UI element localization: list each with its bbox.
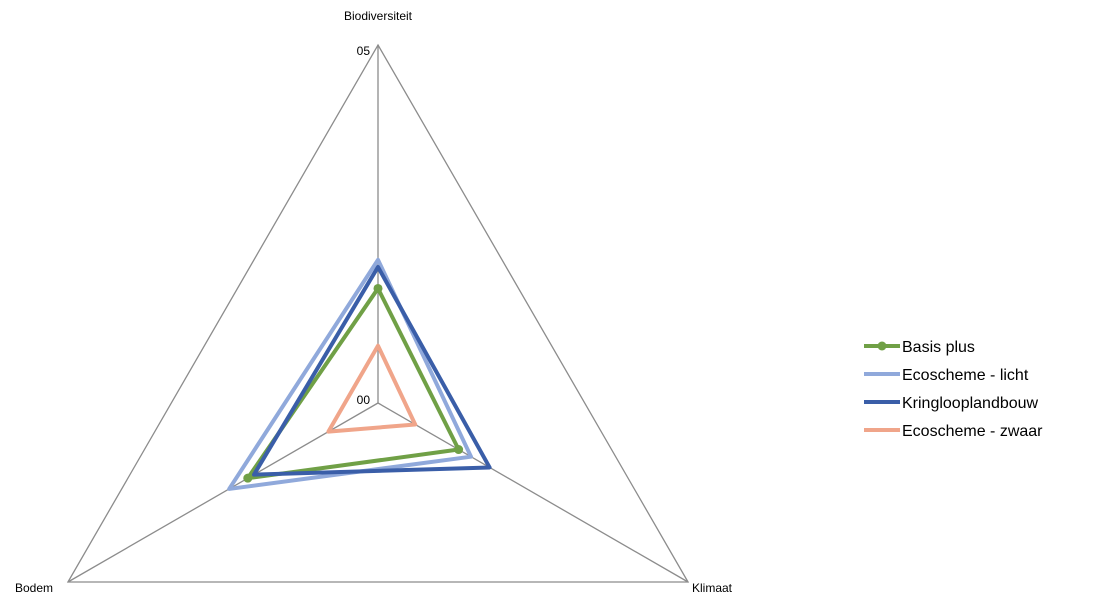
tick-label-min: 00 [357, 393, 371, 407]
legend-item-kringlooplandbouw: Kringlooplandbouw [864, 395, 1039, 412]
label-layer: Biodiversiteit Klimaat Bodem 05 00 [15, 9, 733, 595]
axis-spoke-klimaat [378, 403, 688, 582]
legend-label-ecoscheme-zwaar: Ecoscheme - zwaar [902, 423, 1043, 440]
legend-label-ecoscheme-licht: Ecoscheme - licht [902, 367, 1029, 384]
legend-item-ecoscheme-licht: Ecoscheme - licht [864, 367, 1029, 384]
legend-item-ecoscheme-zwaar: Ecoscheme - zwaar [864, 423, 1043, 440]
point-basis-plus-klimaat [454, 445, 463, 454]
axis-label-biodiversiteit: Biodiversiteit [344, 9, 413, 23]
point-basis-plus-bodem [243, 474, 252, 483]
point-basis-plus-biodiversiteit [374, 284, 383, 293]
series-layer [229, 260, 489, 489]
legend: Basis plus Ecoscheme - licht Kringloopland… [864, 339, 1043, 440]
grid-layer [68, 45, 688, 582]
legend-marker-basis-plus [878, 342, 887, 351]
legend-item-basis-plus: Basis plus [864, 339, 975, 356]
legend-label-basis-plus: Basis plus [902, 339, 975, 356]
axis-label-klimaat: Klimaat [692, 581, 733, 595]
legend-label-kringlooplandbouw: Kringlooplandbouw [902, 395, 1039, 412]
series-line-basis-plus [248, 288, 459, 478]
axis-label-bodem: Bodem [15, 581, 53, 595]
series-line-ecoscheme-zwaar [328, 346, 415, 432]
tick-label-max: 05 [357, 44, 371, 58]
